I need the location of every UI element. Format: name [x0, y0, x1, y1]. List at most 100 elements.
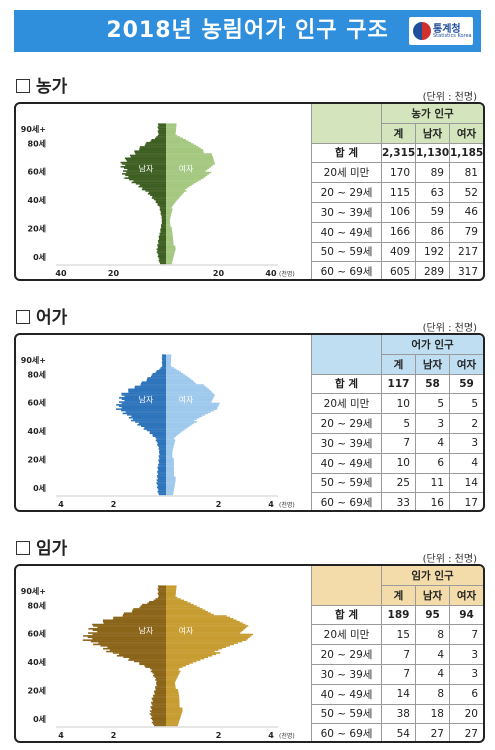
male-bar	[103, 622, 166, 624]
male-bar	[156, 438, 166, 440]
male-bar	[113, 616, 166, 619]
female-bar	[166, 470, 174, 473]
male-bar	[158, 129, 166, 131]
male-bar	[150, 667, 166, 670]
table-row: 20 ~ 29세 7 4 3	[311, 644, 483, 665]
female-bar	[166, 442, 175, 445]
male-bar	[124, 177, 166, 179]
male-bar	[151, 375, 166, 378]
female-bar	[166, 632, 241, 634]
female-bar	[166, 378, 192, 381]
table-cell: 63	[415, 182, 450, 203]
male-bar	[150, 714, 166, 717]
row-label: 20 ~ 29세	[311, 413, 382, 434]
male-bar	[157, 245, 166, 248]
female-bar	[166, 195, 181, 198]
female-bar	[166, 421, 197, 423]
male-bar	[151, 711, 166, 714]
male-bar	[87, 636, 166, 639]
male-bar	[161, 357, 166, 359]
y-tick-label: 80세	[28, 369, 47, 379]
male-bar	[161, 217, 166, 219]
population-table: 임가 인구 계 남자 여자 합 계 189 95 94 20세 미만 15 8 7 20 ~ 29세 7 4…	[311, 566, 483, 741]
male-bar	[157, 596, 166, 599]
table-cell: 106	[381, 201, 416, 223]
female-bar	[166, 639, 247, 641]
section-title: 농가	[16, 72, 67, 97]
male-bar	[151, 669, 166, 671]
male-bar	[157, 255, 166, 258]
x-tick-label: 4	[268, 500, 274, 509]
male-bar	[159, 462, 166, 464]
male-bar	[128, 391, 166, 393]
male-bar	[149, 713, 166, 715]
female-bar	[166, 254, 175, 256]
table-cell: 3	[415, 413, 450, 434]
male-bar	[151, 708, 166, 711]
male-bar	[131, 419, 166, 422]
male-bar	[158, 589, 166, 592]
male-bar	[152, 700, 166, 703]
male-bar	[131, 610, 166, 613]
table-cell: 6	[449, 683, 483, 705]
female-bar	[166, 214, 172, 216]
male-bar	[157, 249, 166, 252]
female-bar	[166, 139, 186, 141]
table-cell: 54	[381, 723, 416, 741]
table-cell: 25	[381, 472, 416, 494]
female-bar	[166, 399, 213, 402]
male-bar	[122, 613, 166, 616]
female-bar	[166, 235, 173, 238]
male-bar	[161, 361, 166, 364]
male-bar	[151, 721, 166, 724]
table-row: 20세 미만 170 89 81	[311, 162, 483, 184]
male-bar	[133, 418, 166, 420]
female-bar	[166, 431, 182, 433]
section-title-text: 농가	[36, 77, 68, 97]
table-cell: 11	[415, 472, 450, 494]
table-cell: 14	[381, 683, 416, 705]
male-bar	[160, 211, 166, 214]
male-bar	[162, 360, 166, 362]
row-label: 50 ~ 59세	[311, 703, 382, 725]
table-row: 40 ~ 49세 166 86 79	[311, 221, 483, 243]
male-bar	[134, 385, 166, 388]
logo-name: 통계청	[433, 24, 461, 35]
male-bar	[100, 645, 166, 647]
female-bar	[166, 646, 226, 649]
female-bar	[166, 612, 211, 614]
female-bar	[166, 164, 213, 167]
column-header: 계	[381, 584, 416, 606]
female-bar	[166, 362, 171, 365]
female-bar	[166, 476, 176, 479]
chart-panel: 90세+ 80세 60세 40세 20세 0세 남자 여자 40 20 20 40 (천명) 농가 인구 계…	[14, 102, 485, 281]
y-tick-label: 20세	[28, 455, 47, 465]
female-bar	[166, 204, 174, 206]
female-bar	[166, 231, 173, 233]
female-bar	[166, 463, 174, 466]
female-bar	[166, 615, 227, 617]
female-bar	[166, 633, 254, 636]
table-cell: 27	[415, 723, 450, 741]
male-bar	[147, 377, 166, 379]
male-bar	[122, 173, 166, 175]
female-bar	[166, 408, 217, 410]
male-bar	[158, 242, 166, 245]
male-bar	[144, 664, 166, 667]
male-bar	[159, 452, 166, 454]
male-bar	[133, 608, 166, 610]
statistics-korea-logo: 통계청 Statistics Korea	[409, 17, 473, 45]
male-bar	[157, 252, 166, 255]
male-bar	[120, 409, 166, 412]
female-bar	[166, 130, 176, 133]
male-bar	[92, 629, 166, 632]
female-bar	[166, 361, 171, 364]
male-bar	[156, 486, 166, 489]
female-bar	[166, 623, 246, 626]
male-bar	[155, 436, 166, 439]
female-bar	[166, 402, 220, 405]
male-bar	[157, 443, 166, 446]
female-bar	[166, 455, 173, 457]
x-tick-label: 2	[216, 500, 222, 509]
female-bar	[166, 460, 174, 463]
